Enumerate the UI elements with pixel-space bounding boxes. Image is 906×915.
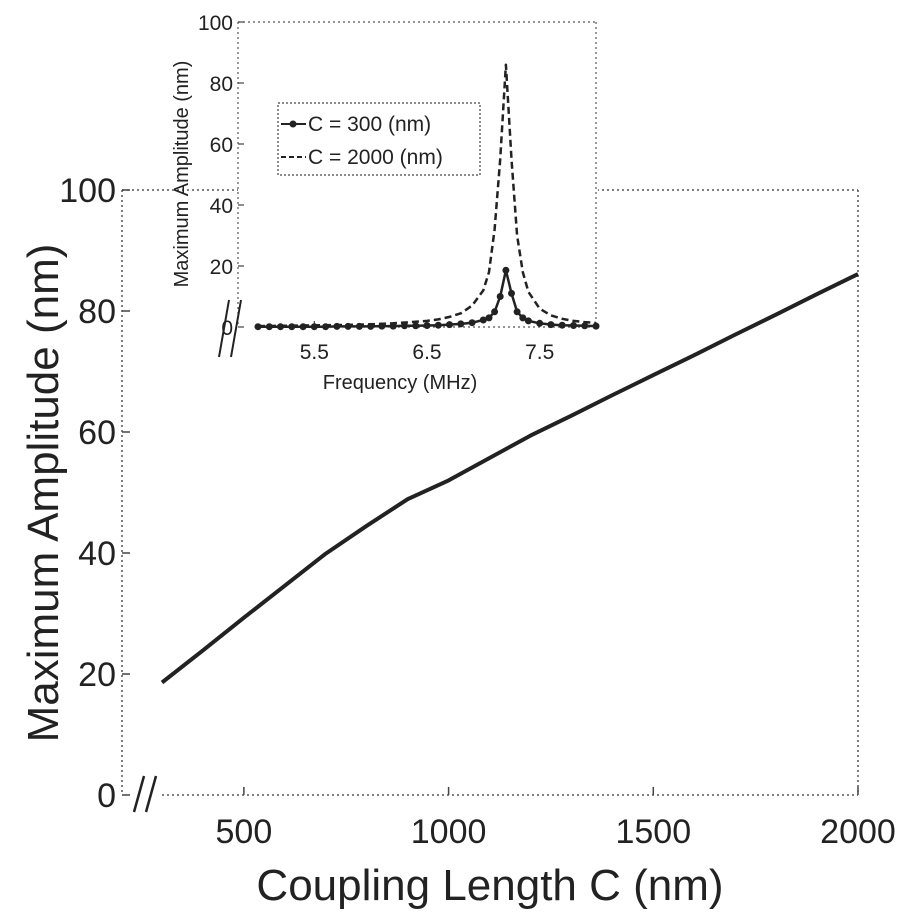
main-x-tick-label-0: 500 — [216, 813, 273, 851]
inset-legend: C = 300 (nm) C = 2000 (nm) — [277, 102, 481, 176]
inset-series-0-point-33 — [581, 322, 589, 330]
inset-series-0-point-34 — [592, 322, 600, 330]
inset-series-0-point-31 — [558, 321, 566, 329]
main-chart: 500 1000 1500 2000 0 20 40 60 80 100 Coupling Le… — [19, 172, 896, 910]
inset-series-line-1 — [257, 63, 597, 328]
main-y-tick-label-2: 40 — [78, 535, 116, 573]
main-x-tick-label-2: 1500 — [615, 813, 691, 851]
inset-series-0-point-19 — [468, 319, 476, 327]
inset-series-0-point-26 — [513, 308, 521, 316]
inset-y-tick-label-5: 100 — [198, 12, 233, 35]
inset-series-0-point-16 — [434, 321, 442, 329]
inset-chart: 5.5 6.5 7.5 0 20 40 60 80 100 Frequency (MHz) M… — [171, 12, 600, 394]
main-axis-break-mark-1 — [132, 775, 146, 813]
inset-series-0-point-18 — [457, 320, 465, 328]
inset-y-tick-label-2: 40 — [210, 195, 233, 218]
inset-series-0-point-28 — [524, 317, 532, 325]
inset-series-0-point-23 — [496, 293, 504, 300]
inset-y-tick-label-3: 60 — [210, 134, 233, 157]
inset-series-0-point-14 — [412, 322, 420, 330]
inset-y-ticks: 0 20 40 60 80 100 — [198, 12, 244, 340]
inset-x-tick-label-2: 7.5 — [525, 341, 554, 364]
inset-series-0-point-15 — [423, 322, 431, 329]
main-series-line-0 — [160, 272, 859, 685]
inset-series-0-point-21 — [485, 314, 493, 322]
legend-marker-series-1 — [289, 120, 297, 128]
inset-axis-break — [218, 299, 242, 358]
inset-series-0-point-29 — [536, 319, 544, 327]
main-y-ticks: 0 20 40 60 80 100 — [59, 172, 130, 815]
main-x-tick-label-1: 1000 — [411, 813, 487, 851]
inset-series-0-point-32 — [570, 322, 577, 329]
main-x-tick-label-3: 2000 — [820, 813, 896, 851]
inset-y-tick-label-0: 0 — [221, 317, 233, 340]
main-y-tick-label-3: 60 — [78, 414, 116, 452]
inset-y-tick-label-4: 80 — [210, 73, 233, 96]
main-y-tick-label-4: 80 — [78, 293, 116, 331]
main-y-tick-label-0: 0 — [97, 777, 116, 815]
inset-x-tick-label-1: 6.5 — [412, 341, 441, 364]
inset-series-0-point-25 — [508, 289, 515, 297]
main-y-axis-label: Maximum Amplitude (nm) — [19, 244, 68, 743]
main-axis-break-mark-2 — [144, 775, 158, 813]
inset-axis-break-mark-2 — [230, 299, 242, 358]
inset-x-axis-label: Frequency (MHz) — [323, 372, 477, 394]
legend-box — [277, 102, 481, 176]
inset-x-tick-label-0: 5.5 — [300, 341, 329, 364]
main-x-axis-label: Coupling Length C (nm) — [256, 861, 723, 910]
main-y-tick-label-1: 20 — [78, 656, 116, 694]
inset-y-tick-label-1: 20 — [210, 256, 233, 279]
legend-label-series-2: C = 2000 (nm) — [308, 146, 443, 169]
inset-series-0-point-30 — [547, 321, 555, 329]
inset-series-0-point-27 — [519, 314, 527, 322]
main-plot-frame — [121, 189, 859, 796]
main-y-tick-label-5: 100 — [59, 172, 116, 210]
inset-series-0-point-24 — [502, 266, 510, 274]
inset-series-0-point-20 — [479, 316, 487, 324]
main-x-ticks: 500 1000 1500 2000 — [216, 787, 896, 851]
inset-series-layer — [254, 63, 600, 331]
inset-series-0-point-13 — [401, 322, 408, 330]
inset-y-axis-label: Maximum Amplitude (nm) — [171, 61, 193, 288]
main-axis-break — [132, 775, 158, 813]
inset-axis-break-mark-1 — [218, 299, 230, 358]
inset-x-ticks: 5.5 6.5 7.5 — [300, 321, 554, 364]
inset-series-0-point-17 — [446, 321, 453, 329]
inset-series-0-point-22 — [491, 308, 499, 316]
legend-label-series-1: C = 300 (nm) — [308, 113, 431, 136]
main-series-layer — [160, 272, 859, 685]
